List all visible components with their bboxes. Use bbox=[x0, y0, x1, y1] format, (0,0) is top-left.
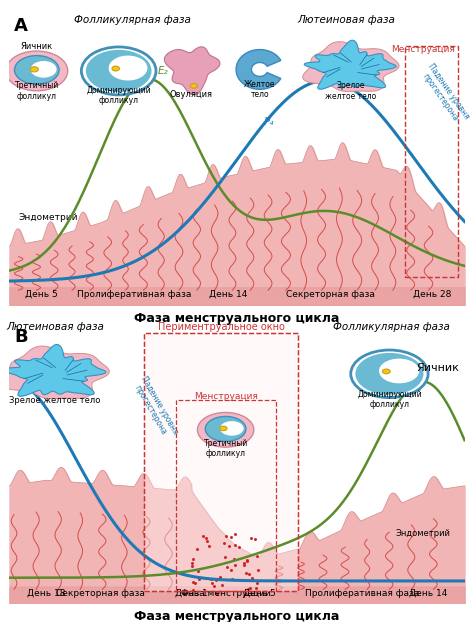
Text: B: B bbox=[14, 328, 27, 346]
Text: Яичник: Яичник bbox=[417, 363, 460, 373]
Text: Пролиферативная фаза: Пролиферативная фаза bbox=[305, 589, 419, 598]
Text: E₂: E₂ bbox=[158, 66, 169, 76]
Text: Фаза менструации: Фаза менструации bbox=[181, 589, 271, 598]
Circle shape bbox=[383, 369, 390, 374]
Polygon shape bbox=[164, 47, 220, 95]
Circle shape bbox=[197, 412, 254, 447]
Text: Доминирующий
фолликул: Доминирующий фолликул bbox=[357, 390, 422, 409]
Text: День 5: День 5 bbox=[25, 290, 58, 299]
Text: День 18: День 18 bbox=[27, 589, 65, 598]
Polygon shape bbox=[1, 346, 109, 399]
FancyBboxPatch shape bbox=[144, 333, 299, 591]
Text: Периментруальное окно: Периментруальное окно bbox=[158, 322, 284, 332]
Text: Зрелое
желтое тело: Зрелое желтое тело bbox=[325, 81, 376, 101]
Circle shape bbox=[356, 353, 423, 395]
Circle shape bbox=[351, 350, 428, 397]
Circle shape bbox=[15, 55, 59, 84]
Text: Лютеиновая фаза: Лютеиновая фаза bbox=[297, 15, 395, 25]
Circle shape bbox=[112, 66, 119, 71]
Text: Падение уровня
прогестерона: Падение уровня прогестерона bbox=[417, 62, 471, 127]
Circle shape bbox=[30, 67, 38, 72]
Text: Зрелое желтое тело: Зрелое желтое тело bbox=[9, 396, 100, 405]
Circle shape bbox=[379, 359, 419, 383]
Circle shape bbox=[191, 83, 197, 88]
Circle shape bbox=[220, 426, 227, 430]
Text: Пролиферативная фаза: Пролиферативная фаза bbox=[77, 290, 192, 299]
Circle shape bbox=[205, 417, 246, 442]
Text: Фолликулярная фаза: Фолликулярная фаза bbox=[333, 322, 450, 332]
Text: Лютеиновая фаза: Лютеиновая фаза bbox=[6, 322, 104, 332]
Text: A: A bbox=[14, 17, 28, 35]
Text: Падение уровня
прогестерона: Падение уровня прогестерона bbox=[130, 374, 180, 441]
Text: Менструация: Менструация bbox=[391, 45, 455, 53]
Circle shape bbox=[109, 55, 147, 80]
Text: E₂: E₂ bbox=[395, 369, 406, 379]
Text: Яичник: Яичник bbox=[21, 42, 53, 51]
Text: Фаза менструального цикла: Фаза менструального цикла bbox=[134, 610, 340, 622]
Polygon shape bbox=[236, 50, 281, 90]
Text: Третичный
фолликул: Третичный фолликул bbox=[15, 81, 59, 101]
Circle shape bbox=[31, 61, 56, 78]
Text: P₄: P₄ bbox=[264, 117, 274, 127]
Text: Секреторная фаза: Секреторная фаза bbox=[56, 589, 145, 598]
Text: День 28: День 28 bbox=[413, 290, 452, 299]
Circle shape bbox=[6, 51, 68, 91]
Polygon shape bbox=[303, 42, 399, 91]
Text: Доминирующий
фолликул: Доминирующий фолликул bbox=[86, 86, 151, 105]
Text: Секреторная фаза: Секреторная фаза bbox=[286, 290, 375, 299]
Circle shape bbox=[220, 421, 244, 435]
Text: Третичный
фолликул: Третичный фолликул bbox=[203, 439, 248, 458]
Text: P₄: P₄ bbox=[27, 363, 38, 373]
Text: День 14: День 14 bbox=[209, 290, 247, 299]
Circle shape bbox=[86, 50, 152, 92]
Polygon shape bbox=[3, 345, 106, 396]
Text: Фолликулярная фаза: Фолликулярная фаза bbox=[74, 15, 191, 25]
Text: День 14: День 14 bbox=[409, 589, 447, 598]
Text: Желтое
тело: Желтое тело bbox=[244, 80, 275, 100]
Text: День 5: День 5 bbox=[243, 589, 276, 598]
Text: Эндометрий: Эндометрий bbox=[396, 529, 451, 538]
Text: Эндометрий: Эндометрий bbox=[18, 213, 78, 221]
Circle shape bbox=[82, 47, 156, 95]
Text: День 1: День 1 bbox=[175, 589, 208, 598]
Polygon shape bbox=[304, 40, 396, 89]
Text: Фаза менструального цикла: Фаза менструального цикла bbox=[134, 312, 340, 325]
Text: Овуляция: Овуляция bbox=[170, 90, 213, 100]
Text: Менструация: Менструация bbox=[194, 392, 257, 401]
